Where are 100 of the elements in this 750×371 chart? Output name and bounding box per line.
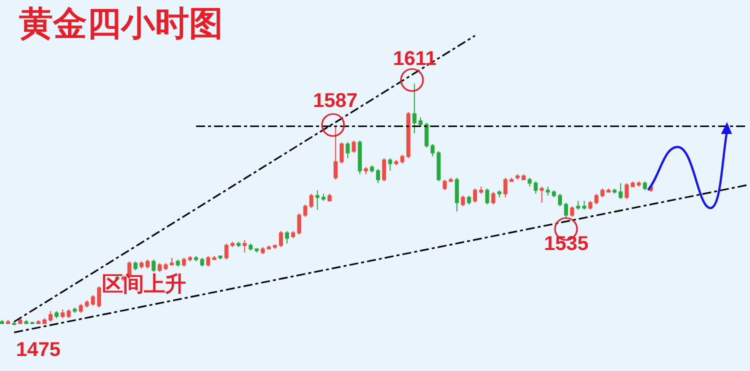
candlestick xyxy=(630,180,635,188)
candlestick xyxy=(272,244,277,250)
candlestick xyxy=(158,262,162,272)
candlestick xyxy=(430,144,435,157)
candlestick xyxy=(516,174,520,180)
candlestick xyxy=(334,126,338,180)
candlestick xyxy=(564,202,568,220)
chart-title: 黄金四小时图 xyxy=(18,6,223,43)
candlestick xyxy=(303,204,308,218)
candlestick xyxy=(12,321,16,326)
candlestick xyxy=(230,241,234,248)
candlestick xyxy=(540,186,544,204)
candlestick xyxy=(176,259,180,268)
candlestick xyxy=(497,190,502,198)
candlestick xyxy=(570,206,574,218)
candlestick xyxy=(364,166,368,175)
candlestick xyxy=(260,246,265,255)
candlestick xyxy=(146,259,150,269)
candlestick xyxy=(321,193,326,202)
candlestick xyxy=(340,142,344,164)
candlestick xyxy=(424,122,429,148)
candlestick xyxy=(200,257,204,268)
candlestick xyxy=(24,319,28,324)
candlestick xyxy=(588,200,592,210)
annotation: 1475 xyxy=(16,339,60,361)
candlestick xyxy=(224,243,228,260)
candlestick xyxy=(576,200,580,210)
candlestick xyxy=(97,286,102,308)
candlestick xyxy=(0,319,4,324)
candlestick xyxy=(594,193,598,205)
candlestick xyxy=(382,158,386,182)
candlestick xyxy=(328,193,332,202)
candlestick xyxy=(30,321,34,324)
candlestick xyxy=(297,212,302,236)
candlestick xyxy=(642,180,647,191)
candlestick xyxy=(84,300,89,308)
candlestick xyxy=(66,308,71,319)
candlestick xyxy=(448,177,453,182)
candlestick xyxy=(406,112,410,159)
candlestick xyxy=(467,195,471,205)
candlestick xyxy=(242,240,247,253)
candlestick xyxy=(582,200,586,210)
candlestick xyxy=(309,193,314,209)
candlestick xyxy=(164,262,168,271)
annotation: 1611 xyxy=(393,48,436,70)
candlestick xyxy=(412,83,416,134)
candlestick xyxy=(140,260,144,269)
candlestick xyxy=(606,188,610,193)
candlestick xyxy=(218,255,222,260)
candlestick xyxy=(460,195,465,207)
candlestick xyxy=(206,255,210,268)
candlestick xyxy=(346,142,350,159)
candlestick xyxy=(370,164,374,173)
candlestick xyxy=(194,255,198,262)
candlestick xyxy=(522,174,526,180)
candlestick xyxy=(182,257,186,268)
candlestick xyxy=(388,158,392,172)
candlestick xyxy=(528,177,532,188)
candlestick xyxy=(72,307,77,314)
candlestick xyxy=(454,177,459,212)
candlestick xyxy=(600,188,604,198)
annotation: 1587 xyxy=(313,90,358,112)
candlestick xyxy=(624,182,629,200)
candlestick xyxy=(133,260,138,271)
candlestick xyxy=(6,319,10,324)
candlestick xyxy=(376,168,380,184)
candlestick xyxy=(78,303,83,314)
candlestick xyxy=(636,180,641,188)
candlestick xyxy=(436,150,441,182)
candlestick xyxy=(358,140,362,175)
candlestick xyxy=(503,177,508,198)
candlestick xyxy=(285,230,290,244)
candlestick xyxy=(188,255,192,262)
candlestick xyxy=(236,241,241,248)
candlestick xyxy=(42,318,46,324)
candlestick xyxy=(485,188,490,205)
candlestick xyxy=(152,259,156,272)
candlestick xyxy=(60,308,65,319)
candlestick xyxy=(546,186,550,196)
candlestick xyxy=(534,180,538,194)
candlestick xyxy=(558,193,562,207)
candlestick xyxy=(394,160,398,166)
candlestick xyxy=(618,182,623,200)
candlestick xyxy=(473,188,478,204)
candlestick xyxy=(315,190,320,210)
annotation: 区间上升 xyxy=(102,272,186,296)
candlestick xyxy=(266,244,271,250)
candlestick xyxy=(291,230,296,239)
annotation: 1535 xyxy=(544,233,588,255)
candlestick xyxy=(90,294,95,306)
candlestick xyxy=(54,310,59,319)
candlestick xyxy=(400,154,404,164)
candlestick xyxy=(248,243,253,252)
candlestick xyxy=(48,310,53,322)
candlestick xyxy=(509,177,514,182)
candlestick xyxy=(279,230,283,248)
candlestick xyxy=(352,140,356,154)
candlestick xyxy=(491,192,496,205)
candlestick xyxy=(612,188,617,194)
candlestick xyxy=(170,257,174,266)
